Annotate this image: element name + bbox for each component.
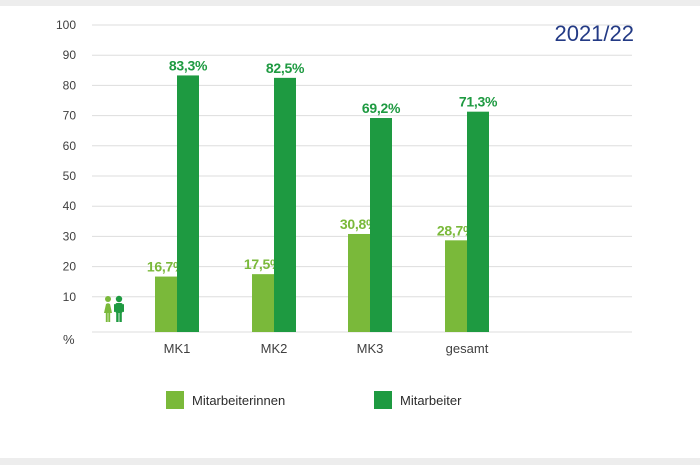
legend-label: Mitarbeiterinnen: [192, 393, 285, 408]
y-tick-label: 20: [63, 260, 77, 274]
chart-panel: 2021/22 10 20 30 40 50 60 70 80 90 100 % 16,7% 83,…: [0, 6, 700, 458]
bar: [252, 274, 274, 332]
bar: [177, 75, 199, 333]
man-icon: [114, 295, 124, 322]
bar: [467, 111, 489, 332]
data-label: 17,5%: [244, 256, 283, 272]
y-axis-unit: %: [63, 332, 75, 347]
data-label: 71,3%: [459, 94, 498, 110]
data-label: 82,5%: [266, 60, 305, 76]
y-tick-label: 30: [63, 229, 77, 243]
legend: Mitarbeiterinnen Mitarbeiter: [166, 391, 462, 409]
data-label: 83,3%: [169, 57, 208, 73]
bar: [274, 77, 296, 332]
data-label: 30,8%: [340, 216, 379, 232]
data-label: 16,7%: [147, 259, 186, 275]
y-tick-label: 70: [63, 109, 77, 123]
data-label: 28,7%: [437, 222, 476, 238]
y-tick-label: 10: [63, 290, 77, 304]
y-tick-label: 90: [63, 48, 77, 62]
legend-label: Mitarbeiter: [400, 393, 462, 408]
legend-swatch: [374, 391, 392, 409]
bar: [348, 233, 370, 332]
bar: [155, 276, 177, 332]
legend-swatch: [166, 391, 184, 409]
y-axis-ticks: 10 20 30 40 50 60 70 80 90 100: [56, 18, 76, 304]
category-label: MK3: [357, 341, 384, 356]
y-tick-label: 40: [63, 199, 77, 213]
category-label: gesamt: [446, 341, 489, 356]
category-label: MK1: [164, 341, 191, 356]
bar: [370, 118, 392, 333]
people-icons: [104, 295, 124, 322]
y-tick-label: 100: [56, 18, 76, 32]
y-tick-label: 80: [63, 78, 77, 92]
category-labels: MK1 MK2 MK3 gesamt: [164, 341, 489, 356]
bar: [445, 240, 467, 332]
bars: 16,7% 83,3% 17,5% 82,5% 30,8% 69,2% 28,7% 71,3%: [147, 57, 498, 333]
data-label: 69,2%: [362, 100, 401, 116]
woman-icon: [104, 296, 112, 322]
category-label: MK2: [261, 341, 288, 356]
y-tick-label: 50: [63, 169, 77, 183]
y-tick-label: 60: [63, 139, 77, 153]
